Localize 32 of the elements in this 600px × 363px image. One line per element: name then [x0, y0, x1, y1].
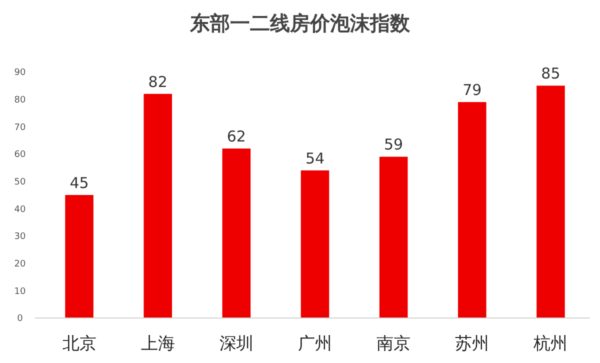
data-label: 59 — [384, 136, 404, 154]
x-tick-label: 苏州 — [455, 334, 490, 354]
x-tick-label: 南京 — [376, 334, 411, 354]
data-label: 85 — [541, 64, 560, 83]
y-tick-label: 40 — [14, 204, 26, 215]
y-tick-label: 90 — [14, 68, 26, 78]
x-tick-label: 上海 — [140, 334, 175, 354]
data-label: 45 — [70, 174, 89, 192]
y-tick-label: 0 — [17, 314, 24, 324]
chart-title: 东部一二线房价泡沫指数 — [189, 11, 411, 35]
bar — [144, 94, 172, 318]
y-tick-label: 70 — [14, 122, 26, 133]
y-tick-label: 20 — [14, 259, 26, 270]
bar — [536, 86, 565, 318]
x-tick-label: 深圳 — [219, 334, 254, 354]
x-tick-label: 杭州 — [532, 334, 568, 354]
x-tick-label: 广州 — [298, 334, 332, 354]
bar — [379, 156, 408, 318]
data-label: 79 — [462, 81, 482, 100]
y-tick-label: 50 — [14, 177, 26, 188]
y-tick-label: 30 — [14, 232, 26, 242]
data-label: 82 — [148, 72, 168, 91]
data-label: 62 — [226, 128, 246, 146]
x-tick-label: 北京 — [62, 334, 96, 354]
bar — [65, 195, 94, 318]
y-tick-label: 10 — [14, 286, 26, 297]
bar — [458, 102, 486, 318]
data-label: 54 — [305, 149, 325, 168]
y-tick-label: 80 — [14, 95, 26, 106]
bar — [222, 148, 251, 318]
bar — [300, 170, 330, 318]
y-tick-label: 60 — [14, 150, 26, 160]
